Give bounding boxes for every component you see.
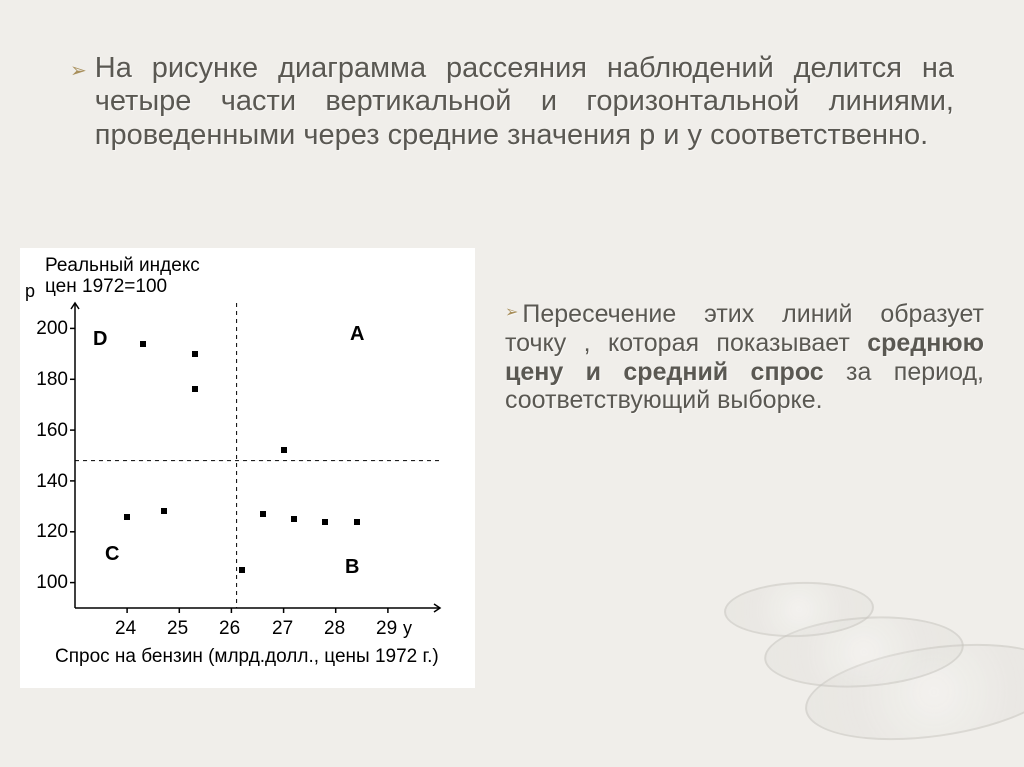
y-axis-suffix: p: [25, 281, 35, 302]
x-axis-label: Спрос на бензин (млрд.долл., цены 1972 г…: [55, 646, 439, 668]
y-tick: 100: [28, 572, 68, 594]
x-tick: 27: [272, 618, 293, 640]
data-point: [192, 386, 198, 392]
bullet-arrow-icon: ➢: [505, 304, 518, 322]
data-point: [291, 516, 297, 522]
y-tick: 200: [28, 318, 68, 340]
x-tick: 29: [376, 618, 397, 640]
quadrant-a: A: [350, 323, 364, 346]
x-axis-suffix: y: [403, 618, 412, 639]
plot-area: A B C D: [75, 303, 455, 608]
y-tick: 140: [28, 471, 68, 493]
y-tick: 120: [28, 521, 68, 543]
data-point: [239, 567, 245, 573]
x-tick: 24: [115, 618, 136, 640]
quadrant-c: C: [105, 543, 119, 566]
side-bullet: ➢Пересечение этих линий образует точку ,…: [505, 300, 984, 415]
x-tick: 28: [324, 618, 345, 640]
x-tick: 25: [167, 618, 188, 640]
x-tick: 26: [219, 618, 240, 640]
data-point: [124, 514, 130, 520]
main-text: На рисунке диаграмма рассеяния наблюдени…: [95, 52, 954, 152]
data-point: [161, 508, 167, 514]
main-bullet: ➢ На рисунке диаграмма рассеяния наблюде…: [70, 52, 954, 152]
chart-title: Реальный индекс цен 1972=100: [45, 256, 200, 298]
quadrant-d: D: [93, 328, 107, 351]
data-point: [192, 351, 198, 357]
data-point: [322, 519, 328, 525]
y-tick: 180: [28, 369, 68, 391]
bullet-arrow-icon: ➢: [70, 58, 87, 152]
data-point: [354, 519, 360, 525]
chart-title-line2: цен 1972=100: [45, 276, 167, 297]
data-point: [140, 341, 146, 347]
scatter-chart: Реальный индекс цен 1972=100 p: [20, 248, 475, 688]
chart-title-line1: Реальный индекс: [45, 255, 200, 276]
y-tick: 160: [28, 420, 68, 442]
quadrant-b: B: [345, 556, 359, 579]
data-point: [281, 447, 287, 453]
data-point: [260, 511, 266, 517]
